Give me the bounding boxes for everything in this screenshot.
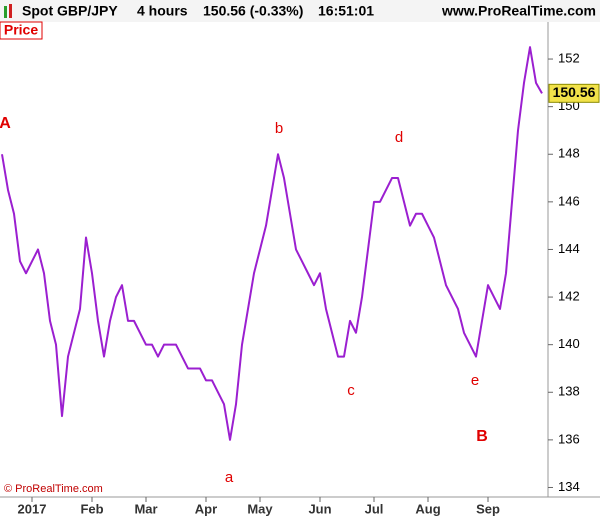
wave-label: c — [347, 382, 355, 399]
x-tick-label: Mar — [134, 501, 157, 516]
site: www.ProRealTime.com — [441, 3, 596, 19]
wave-label: A — [0, 115, 11, 132]
x-tick-label: Jul — [365, 501, 384, 516]
symbol: Spot GBP/JPY — [22, 3, 118, 19]
wave-label: B — [476, 428, 488, 445]
price-line — [1, 46, 543, 441]
x-tick-label: Apr — [195, 501, 217, 516]
x-tick-label: Feb — [80, 501, 103, 516]
x-tick-label: Jun — [308, 501, 331, 516]
last-price: 150.56 — [553, 84, 596, 100]
y-tick-label: 136 — [558, 431, 580, 446]
wave-label: d — [395, 129, 403, 146]
y-tick-label: 144 — [558, 241, 580, 256]
wave-label: a — [225, 469, 234, 486]
y-tick-label: 134 — [558, 479, 580, 494]
header-bar — [0, 0, 600, 22]
wave-label: b — [275, 120, 283, 137]
y-tick-label: 152 — [558, 50, 580, 65]
quote: 150.56 (-0.33%) — [203, 3, 303, 19]
x-tick-label: 2017 — [18, 501, 47, 516]
interval: 4 hours — [137, 3, 188, 19]
logo-icon — [4, 4, 12, 18]
y-tick-label: 142 — [558, 289, 580, 304]
x-tick-label: May — [247, 501, 273, 516]
y-tick-label: 138 — [558, 384, 580, 399]
y-tick-label: 146 — [558, 193, 580, 208]
y-tick-label: 140 — [558, 336, 580, 351]
copyright: © ProRealTime.com — [4, 483, 103, 495]
last-price-tag — [548, 83, 600, 103]
y-tick-label: 148 — [558, 146, 580, 161]
x-tick-label: Sep — [476, 501, 500, 516]
wave-label: e — [471, 372, 479, 389]
panel-label-box — [0, 21, 43, 40]
x-tick-label: Aug — [415, 501, 440, 516]
time: 16:51:01 — [318, 3, 374, 19]
panel-label: Price — [4, 22, 38, 38]
